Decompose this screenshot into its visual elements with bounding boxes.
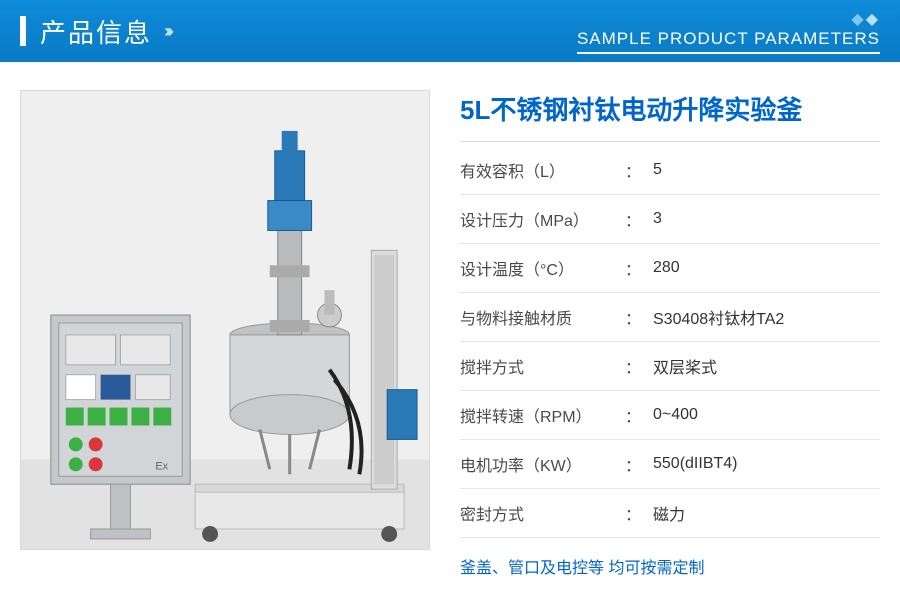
- spec-label: 搅拌方式: [460, 354, 625, 378]
- spec-row: 搅拌转速（RPM）：0~400: [460, 391, 880, 440]
- spec-colon: ：: [625, 501, 653, 525]
- spec-colon: ：: [625, 158, 653, 182]
- diamond-icon: ◆◆: [577, 9, 880, 29]
- spec-colon: ：: [625, 354, 653, 378]
- spec-label: 与物料接触材质: [460, 305, 625, 329]
- spec-value: 5: [653, 161, 880, 179]
- spec-colon: ：: [625, 207, 653, 231]
- spec-value: S30408衬钛材TA2: [653, 305, 880, 329]
- header-left: 产品信息 ›››: [20, 13, 170, 50]
- spec-colon: ：: [625, 256, 653, 280]
- spec-panel: 5L不锈钢衬钛电动升降实验釜 有效容积（L）：5设计压力（MPa）：3设计温度（…: [460, 90, 880, 578]
- header: 产品信息 ››› ◆◆ SAMPLE PRODUCT PARAMETERS: [0, 0, 900, 62]
- spec-label: 设计压力（MPa）: [460, 207, 625, 231]
- spec-label: 有效容积（L）: [460, 158, 625, 182]
- header-right: ◆◆ SAMPLE PRODUCT PARAMETERS: [577, 9, 880, 54]
- spec-value: 磁力: [653, 501, 880, 525]
- spec-label: 搅拌转速（RPM）: [460, 403, 625, 427]
- spec-value: 280: [653, 259, 880, 277]
- svg-text:Ex: Ex: [155, 460, 168, 472]
- section-subtitle: SAMPLE PRODUCT PARAMETERS: [577, 29, 880, 54]
- product-title: 5L不锈钢衬钛电动升降实验釜: [460, 90, 880, 142]
- chevron-right-icon: ›››: [164, 21, 170, 42]
- customization-note: 釜盖、管口及电控等 均可按需定制: [460, 538, 880, 578]
- header-accent-bar: [20, 16, 26, 46]
- spec-row: 搅拌方式：双层桨式: [460, 342, 880, 391]
- spec-row: 设计压力（MPa）：3: [460, 195, 880, 244]
- spec-colon: ：: [625, 452, 653, 476]
- spec-label: 电机功率（KW）: [460, 452, 625, 476]
- product-image: Ex: [20, 90, 430, 550]
- spec-colon: ：: [625, 305, 653, 329]
- spec-colon: ：: [625, 403, 653, 427]
- spec-label: 密封方式: [460, 501, 625, 525]
- spec-row: 与物料接触材质：S30408衬钛材TA2: [460, 293, 880, 342]
- spec-value: 0~400: [653, 406, 880, 424]
- spec-row: 设计温度（°C）：280: [460, 244, 880, 293]
- spec-row: 密封方式：磁力: [460, 489, 880, 538]
- spec-row: 电机功率（KW）：550(dIIBT4): [460, 440, 880, 489]
- spec-label: 设计温度（°C）: [460, 256, 625, 280]
- spec-value: 双层桨式: [653, 354, 880, 378]
- equipment-illustration: Ex: [21, 91, 429, 549]
- spec-value: 3: [653, 210, 880, 228]
- spec-value: 550(dIIBT4): [653, 455, 880, 473]
- content: Ex 5L不锈钢衬钛电动升降实验釜 有效容积（L）：5设计压力（MPa）：3设计…: [0, 62, 900, 598]
- spec-row: 有效容积（L）：5: [460, 146, 880, 195]
- section-title: 产品信息: [40, 13, 152, 50]
